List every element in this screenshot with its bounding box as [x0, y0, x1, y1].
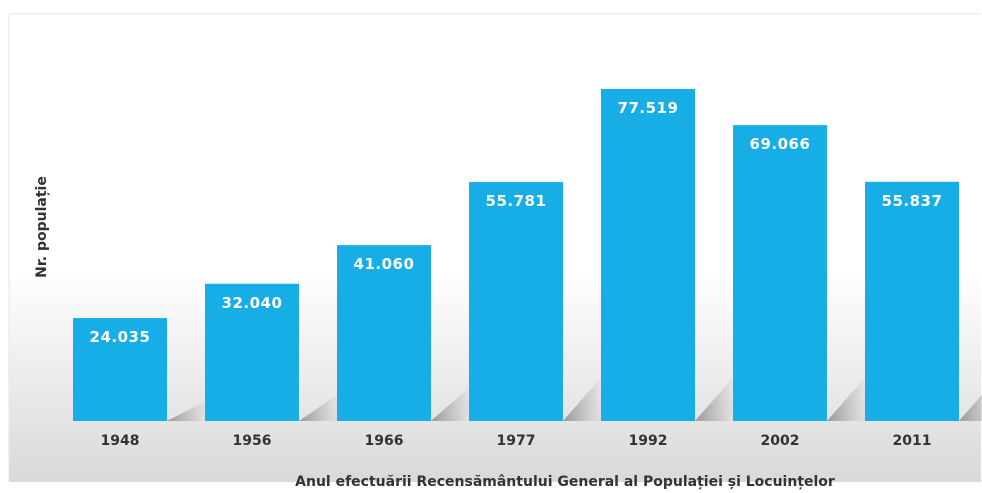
bar-1966 [337, 245, 431, 421]
bar-2002 [733, 125, 827, 422]
x-tick-label: 1956 [233, 433, 272, 449]
bar-shadow [431, 384, 473, 421]
bar-shadow [299, 392, 341, 421]
value-labels: 24.035 32.040 41.060 55.781 77.519 69.066 55.8… [90, 99, 943, 346]
bar-2011 [865, 181, 959, 421]
bar-value-label: 24.035 [90, 328, 151, 346]
bar-shadow [959, 394, 982, 421]
bar-1948 [73, 318, 167, 421]
y-axis-title: Nr. populație [34, 176, 50, 278]
bars [73, 88, 959, 422]
x-tick-label: 1948 [101, 433, 140, 449]
bar-value-label: 41.060 [354, 255, 415, 273]
bar-shadow [695, 373, 737, 421]
bar-shadow [827, 373, 869, 421]
bar-shadow [167, 399, 209, 421]
bar-1956 [205, 283, 299, 421]
x-tick-label: 1966 [365, 433, 404, 449]
x-tick-labels: 1948 1956 1966 1977 1992 2002 2011 [101, 433, 932, 449]
bar-1977 [469, 182, 563, 421]
bar-value-label: 77.519 [618, 99, 679, 117]
x-tick-label: 2002 [761, 433, 800, 449]
bar-value-label: 55.837 [882, 192, 943, 210]
bar-shadow [563, 373, 605, 421]
x-tick-label: 1992 [629, 433, 668, 449]
bar-value-label: 55.781 [486, 192, 547, 210]
bar-1992 [601, 88, 695, 422]
bar-value-label: 32.040 [222, 294, 283, 312]
bar-value-label: 69.066 [750, 135, 811, 153]
x-tick-label: 1977 [497, 433, 536, 449]
bar-shadows [167, 373, 982, 421]
x-tick-label: 2011 [893, 433, 932, 449]
x-axis-title: Anul efectuării Recensământului General … [295, 474, 835, 490]
